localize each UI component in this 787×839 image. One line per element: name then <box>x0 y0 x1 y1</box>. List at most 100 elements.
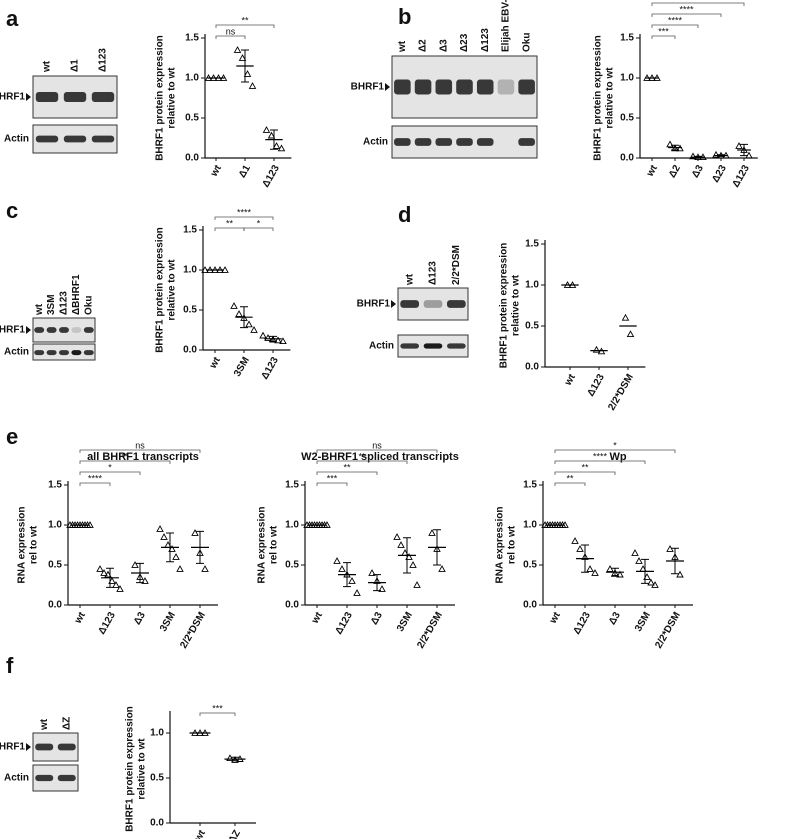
x-tick-label: Δ1 <box>237 163 253 180</box>
blot-band <box>59 350 69 356</box>
data-point <box>272 142 281 149</box>
row-label: BHRF1 <box>0 92 25 103</box>
blot-band <box>394 79 411 95</box>
error-bar <box>581 544 589 573</box>
data-point <box>631 549 639 556</box>
data-point <box>626 330 635 338</box>
data-point <box>112 581 120 588</box>
blot-band <box>63 91 87 103</box>
lane-label: Δ3 <box>438 39 449 52</box>
x-tick-label: 3SM <box>232 355 252 378</box>
significance-label: ** <box>226 218 234 228</box>
significance-bracket <box>316 449 438 453</box>
blot-band <box>71 327 82 333</box>
significance-bracket <box>651 13 722 17</box>
data-point <box>586 565 594 572</box>
significance-label: * <box>613 440 617 450</box>
blot-band <box>35 135 59 143</box>
blot-band <box>518 138 535 146</box>
blot-band <box>518 79 535 95</box>
row-label: Actin <box>4 134 29 145</box>
data-point <box>233 46 242 53</box>
y-axis-label: BHRF1 protein expression <box>593 35 604 161</box>
significance-label: * <box>108 462 112 472</box>
error-bar <box>611 567 619 577</box>
significance-bracket <box>651 2 745 6</box>
y-tick-label: 1.5 <box>620 33 634 44</box>
y-tick-label: 0.0 <box>150 818 164 829</box>
error-bar <box>136 562 144 584</box>
data-point <box>262 126 271 133</box>
x-tick-label: wt <box>644 163 660 180</box>
blot-band <box>34 327 45 333</box>
blot-band <box>46 327 57 333</box>
lane-label: Δ123 <box>98 48 109 72</box>
data-point <box>230 302 238 309</box>
blot-band <box>476 138 494 146</box>
row-label: BHRF1 <box>0 325 25 336</box>
significance-bracket <box>316 471 378 475</box>
data-point <box>353 589 361 596</box>
significance-bracket <box>214 227 245 231</box>
x-tick-label: wt <box>207 355 223 372</box>
y-tick-label: 0.0 <box>620 153 634 164</box>
y-tick-label: 1.5 <box>185 33 199 44</box>
blot-band <box>414 79 432 95</box>
lane-label: ΔBHRF1 <box>71 274 82 315</box>
blot-band <box>400 343 419 349</box>
error-bar <box>343 562 351 588</box>
blot-band <box>59 327 69 333</box>
y-axis-label: BHRF1 protein expression <box>155 227 166 353</box>
significance-label: ** <box>343 462 351 472</box>
blot-band <box>394 138 411 146</box>
panel-letter: b <box>398 4 411 29</box>
significance-label: ns <box>135 440 145 450</box>
lane-label: Δ2 <box>418 39 429 52</box>
x-tick-label: wt <box>309 610 325 627</box>
significance-label: *** <box>212 703 223 713</box>
data-point <box>259 331 267 339</box>
row-label: BHRF1 <box>0 742 25 753</box>
y-axis-label: relative to wt <box>605 67 616 129</box>
y-axis-label: rel to wt <box>29 525 40 564</box>
y-tick-label: 0.5 <box>525 321 539 332</box>
error-bar <box>671 547 679 575</box>
error-bar <box>269 335 277 342</box>
x-tick-label: 3SM <box>633 610 653 633</box>
row-arrow <box>26 93 31 101</box>
data-point <box>248 82 257 89</box>
data-point <box>592 345 601 353</box>
y-tick-label: 1.5 <box>523 480 537 491</box>
blot-band <box>456 79 473 95</box>
y-tick-label: 0.5 <box>620 113 634 124</box>
error-bar <box>403 537 411 574</box>
y-tick-label: 1.5 <box>285 480 299 491</box>
significance-label: * <box>257 218 261 228</box>
x-tick-label: Δ123 <box>571 610 593 637</box>
significance-label: **** <box>88 473 103 483</box>
y-tick-label: 0.5 <box>48 560 62 571</box>
data-point <box>250 326 258 333</box>
significance-label: ** <box>241 15 249 25</box>
row-arrow <box>391 300 396 308</box>
significance-bracket <box>215 24 275 28</box>
significance-bracket <box>199 712 236 716</box>
y-axis-label: rel to wt <box>269 525 280 564</box>
x-tick-label: 2/2*DSM <box>653 610 683 650</box>
data-point <box>191 529 199 536</box>
data-point <box>245 320 253 328</box>
x-tick-label: 2/2*DSM <box>178 610 208 650</box>
error-bar <box>740 143 748 157</box>
data-point <box>279 337 287 345</box>
data-point <box>238 54 247 61</box>
x-tick-label: Δ123 <box>333 610 355 637</box>
panel-letter: e <box>6 424 18 449</box>
data-point <box>428 529 436 536</box>
x-tick-label: wt <box>208 163 224 180</box>
data-point <box>591 569 599 576</box>
y-tick-label: 1.0 <box>620 73 634 84</box>
lane-label: Elijah EBV- <box>501 0 512 52</box>
data-point <box>438 565 446 572</box>
significance-bracket <box>214 216 274 220</box>
x-tick-label: Δ2 <box>667 163 683 180</box>
